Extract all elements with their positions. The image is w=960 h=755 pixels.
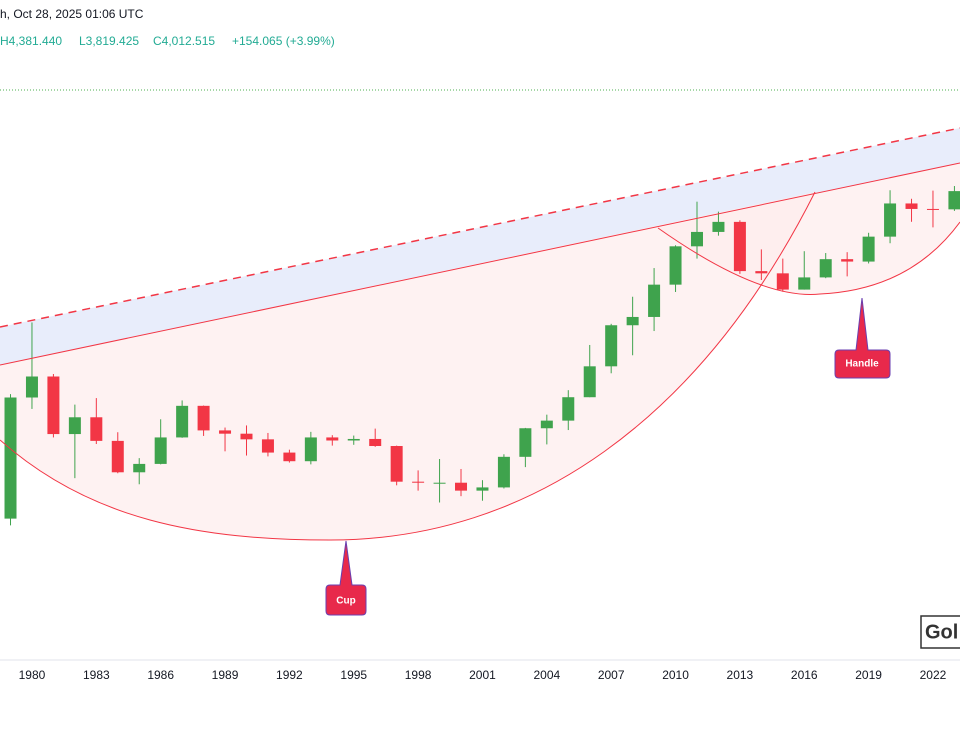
candle-body	[948, 191, 960, 210]
channel-fill	[0, 128, 960, 365]
candle-body	[197, 405, 210, 431]
candle-body	[819, 259, 832, 278]
candle-body	[733, 221, 746, 272]
candle-body	[304, 437, 317, 462]
header-high: H4,381.440	[0, 34, 62, 48]
candle-body	[455, 482, 468, 491]
candle-body	[884, 203, 897, 237]
candles	[4, 186, 960, 526]
candle-body	[798, 277, 811, 290]
candle-body	[412, 481, 425, 483]
candle-body	[905, 203, 918, 209]
candle-body	[111, 440, 124, 473]
candle-body	[47, 376, 60, 435]
candle-body	[154, 437, 167, 464]
candle-body	[583, 366, 596, 398]
candle-body	[4, 397, 17, 519]
candle-body	[926, 208, 939, 210]
x-tick-label: 2022	[920, 668, 947, 682]
candle-body	[841, 259, 854, 262]
candle-body	[369, 438, 382, 447]
handle-callout	[834, 297, 891, 379]
header-change: +154.065 (+3.99%)	[232, 34, 335, 48]
x-tick-label: 1992	[276, 668, 303, 682]
candle-body	[669, 246, 682, 285]
cup-curve	[0, 191, 816, 541]
cup-fill	[0, 192, 815, 540]
x-tick-label: 2016	[791, 668, 818, 682]
candle-body	[283, 452, 296, 462]
x-tick-label: 2007	[598, 668, 625, 682]
handle-fill	[658, 163, 960, 295]
upper-trendline	[0, 127, 960, 328]
candle-body	[326, 437, 339, 441]
x-tick-label: 2013	[727, 668, 754, 682]
x-tick-label: 1989	[212, 668, 239, 682]
header-close: C4,012.515	[153, 34, 215, 48]
candle-body	[176, 405, 189, 438]
candle-body	[261, 439, 274, 453]
candle-body	[347, 438, 360, 441]
x-tick-label: 1980	[19, 668, 46, 682]
candle-body	[605, 325, 618, 367]
candle-body	[755, 271, 768, 274]
candle-body	[519, 428, 532, 457]
cup-callout	[325, 540, 367, 616]
candle-body	[497, 456, 510, 488]
x-tick-label: 2010	[662, 668, 689, 682]
x-tick-label: 1983	[83, 668, 110, 682]
watermark-box	[920, 615, 960, 649]
candle-body	[390, 446, 403, 482]
candle-body	[690, 231, 703, 247]
x-tick-label: 2004	[533, 668, 560, 682]
x-tick-label: 1995	[340, 668, 367, 682]
x-tick-label: 2019	[855, 668, 882, 682]
header-time: h, Oct 28, 2025 01:06 UTC	[0, 7, 144, 21]
candle-body	[540, 420, 553, 429]
candle-body	[240, 433, 253, 440]
candle-body	[25, 376, 38, 398]
x-tick-label: 1998	[405, 668, 432, 682]
x-tick-label: 2001	[469, 668, 496, 682]
candle-body	[712, 221, 725, 232]
cup-label: Cup	[336, 596, 355, 607]
handle-label: Handle	[845, 359, 879, 370]
lower-trendline	[0, 162, 960, 366]
candle-body	[776, 273, 789, 290]
candle-body	[219, 430, 232, 434]
candle-body	[862, 236, 875, 262]
candle-body	[433, 482, 446, 484]
header-low: L3,819.425	[79, 34, 139, 48]
candle-body	[133, 463, 146, 473]
candle-body	[626, 316, 639, 326]
candle-body	[562, 397, 575, 421]
handle-curve	[657, 221, 960, 295]
watermark: Gol	[925, 621, 958, 643]
candle-body	[648, 284, 661, 317]
candle-body	[90, 417, 103, 441]
candle-body	[68, 417, 81, 435]
candle-body	[476, 487, 489, 491]
x-tick-label: 1986	[147, 668, 174, 682]
